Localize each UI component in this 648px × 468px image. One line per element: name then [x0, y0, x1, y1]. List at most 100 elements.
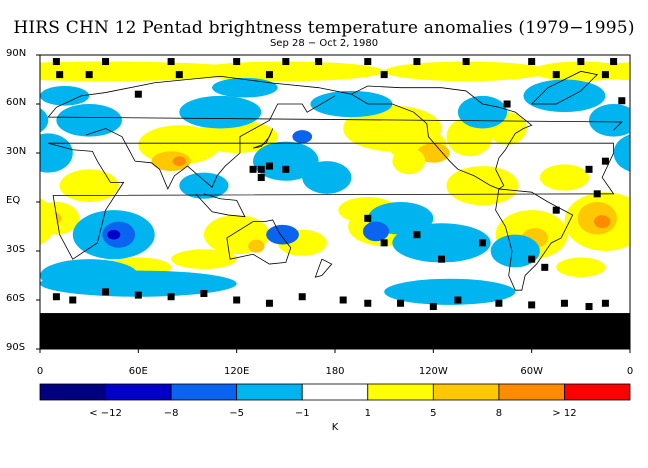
missing-data-cell: [528, 255, 536, 263]
missing-data-cell: [233, 296, 241, 304]
cold-anomaly-region: [613, 134, 630, 172]
missing-data-cell: [56, 71, 64, 79]
cold-anomaly-region: [490, 234, 540, 268]
missing-data-cell: [52, 293, 60, 301]
cold-anomaly-region: [310, 90, 393, 118]
missing-data-cell: [134, 291, 142, 299]
warm-anomaly-region: [187, 61, 385, 82]
coastline: [85, 95, 336, 190]
missing-data-cell: [601, 157, 609, 165]
missing-data-cell: [380, 71, 388, 79]
map-subtitle: Sep 28 − Oct 2, 1980: [269, 38, 379, 49]
missing-data-cell: [200, 289, 208, 297]
cold-anomaly-region: [457, 95, 508, 129]
cold-anomaly-region: [630, 271, 648, 297]
lon-label: 60E: [128, 366, 148, 377]
coastline: [48, 142, 615, 260]
colorbar-unit: K: [331, 422, 339, 433]
colorbar-swatch: [498, 383, 565, 401]
lon-label: 120W: [418, 366, 448, 377]
lat-label: 30N: [6, 146, 27, 157]
antarctic-missing-band: [40, 313, 630, 349]
missing-data-cell: [438, 255, 446, 263]
lat-label: 90S: [6, 342, 26, 353]
cold-anomaly-region: [630, 259, 648, 292]
missing-data-cell: [364, 214, 372, 222]
colorbar-swatch: [39, 383, 106, 401]
missing-data-cell: [585, 165, 593, 173]
missing-data-cell: [479, 239, 486, 247]
missing-data-cell: [495, 299, 503, 307]
missing-data-cell: [282, 58, 290, 66]
warm-anomaly-region: [248, 239, 265, 253]
colorbar-swatch: [170, 383, 238, 401]
coastline: [226, 219, 292, 265]
missing-data-cell: [175, 71, 183, 79]
missing-data-cell: [233, 58, 241, 66]
cold-anomaly-region: [253, 141, 319, 181]
missing-data-cell: [298, 293, 306, 301]
colorbar-label: −8: [163, 408, 179, 419]
cold-anomaly-region: [266, 224, 299, 245]
lat-label: 60N: [6, 97, 27, 108]
warm-anomaly-region: [446, 166, 519, 206]
coastline: [252, 128, 274, 149]
warm-anomaly-region: [40, 198, 57, 246]
colorbar-label: 5: [430, 408, 437, 419]
missing-data-cell: [52, 58, 60, 66]
colorbar-label: −5: [229, 408, 245, 419]
missing-data-cell: [102, 288, 110, 296]
missing-data-cell: [364, 299, 372, 307]
colorbar-label: < −12: [89, 408, 122, 419]
cold-anomaly-region: [179, 172, 229, 199]
missing-data-cells: [40, 58, 630, 349]
colorbar-label: 8: [495, 408, 503, 419]
missing-data-cell: [413, 231, 421, 239]
lon-label: 120E: [223, 366, 250, 377]
colorbar-swatch: [432, 383, 500, 401]
colorbar: [39, 383, 631, 401]
cold-anomaly-region: [179, 95, 262, 129]
missing-data-cell: [560, 299, 568, 307]
colorbar-label: 1: [364, 408, 371, 419]
missing-data-cell: [462, 58, 470, 66]
coastline: [531, 70, 599, 105]
missing-data-cell: [265, 162, 273, 170]
missing-data-cell: [339, 296, 347, 304]
missing-data-cell: [618, 97, 626, 105]
cold-anomaly-region: [40, 259, 139, 292]
lat-label: 90N: [6, 48, 27, 59]
missing-data-cell: [601, 299, 609, 307]
anomaly-blobs: [40, 61, 648, 305]
missing-data-cell: [167, 293, 175, 301]
warm-anomaly-region: [384, 61, 549, 82]
missing-data-cell: [134, 90, 142, 98]
missing-data-cell: [69, 296, 77, 304]
lon-label: 0: [36, 366, 44, 377]
missing-data-cell: [601, 71, 609, 79]
warm-anomaly-region: [539, 164, 590, 191]
missing-data-cell: [503, 100, 511, 108]
cold-anomaly-region: [212, 77, 278, 98]
coastline: [495, 188, 574, 291]
coastline: [314, 258, 333, 278]
missing-data-cell: [380, 239, 388, 247]
missing-data-cell: [429, 303, 437, 311]
lat-label: EQ: [6, 195, 21, 206]
warm-anomaly-region: [59, 169, 119, 203]
warm-anomaly-region: [40, 61, 254, 82]
missing-data-cell: [265, 71, 273, 79]
anomaly-layer: [40, 58, 648, 349]
colorbar-swatch: [301, 383, 369, 401]
coastlines: [47, 70, 623, 291]
missing-data-cell: [552, 206, 560, 214]
missing-data-cell: [85, 71, 93, 79]
cold-anomaly-region: [40, 108, 49, 133]
cold-anomaly-region: [107, 229, 121, 240]
colorbar-swatch: [564, 383, 631, 401]
warm-anomaly-region: [416, 143, 450, 163]
colorbar-swatch: [236, 383, 303, 401]
missing-data-cell: [528, 301, 536, 309]
cold-anomaly-region: [40, 133, 73, 173]
